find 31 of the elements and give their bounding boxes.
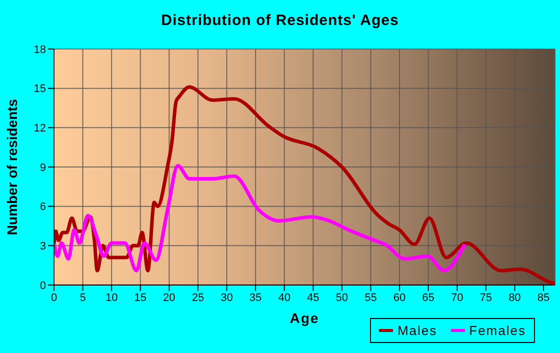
y-tick-label: 12 [34,122,46,135]
y-tick-label: 18 [34,44,46,56]
y-tick-label: 6 [40,201,46,214]
y-tick-label: 3 [40,240,46,253]
x-tick-label: 15 [134,292,147,304]
y-axis-title: Number of residents [4,98,20,236]
x-tick-label: 40 [278,292,290,304]
legend-label: Females [468,323,526,338]
y-tick-label: 15 [34,83,46,96]
x-tick-label: 35 [249,292,262,304]
x-tick-label: 70 [450,292,464,304]
legend-label: Males [396,323,438,338]
x-tick-label: 55 [364,292,377,304]
x-tick-label: 85 [537,292,550,304]
x-tick-label: 10 [105,292,118,304]
y-tick-label: 9 [40,162,46,174]
x-axis-title: Age [290,310,320,326]
x-tick-label: 65 [422,292,434,304]
chart-title: Distribution of Residents' Ages [160,12,400,29]
x-tick-label: 25 [192,292,204,304]
x-tick-label: 30 [220,292,233,304]
y-tick-label: 0 [40,280,46,292]
line-series [54,164,466,272]
x-tick-label: 20 [163,292,176,304]
x-tick-label: 45 [307,292,320,304]
x-tick-label: 75 [480,292,492,304]
x-tick-label: 0 [50,292,58,304]
x-tick-label: 60 [393,292,406,304]
x-tick-label: 5 [80,292,86,304]
x-tick-label: 50 [336,292,348,304]
x-tick-label: 80 [508,292,521,304]
